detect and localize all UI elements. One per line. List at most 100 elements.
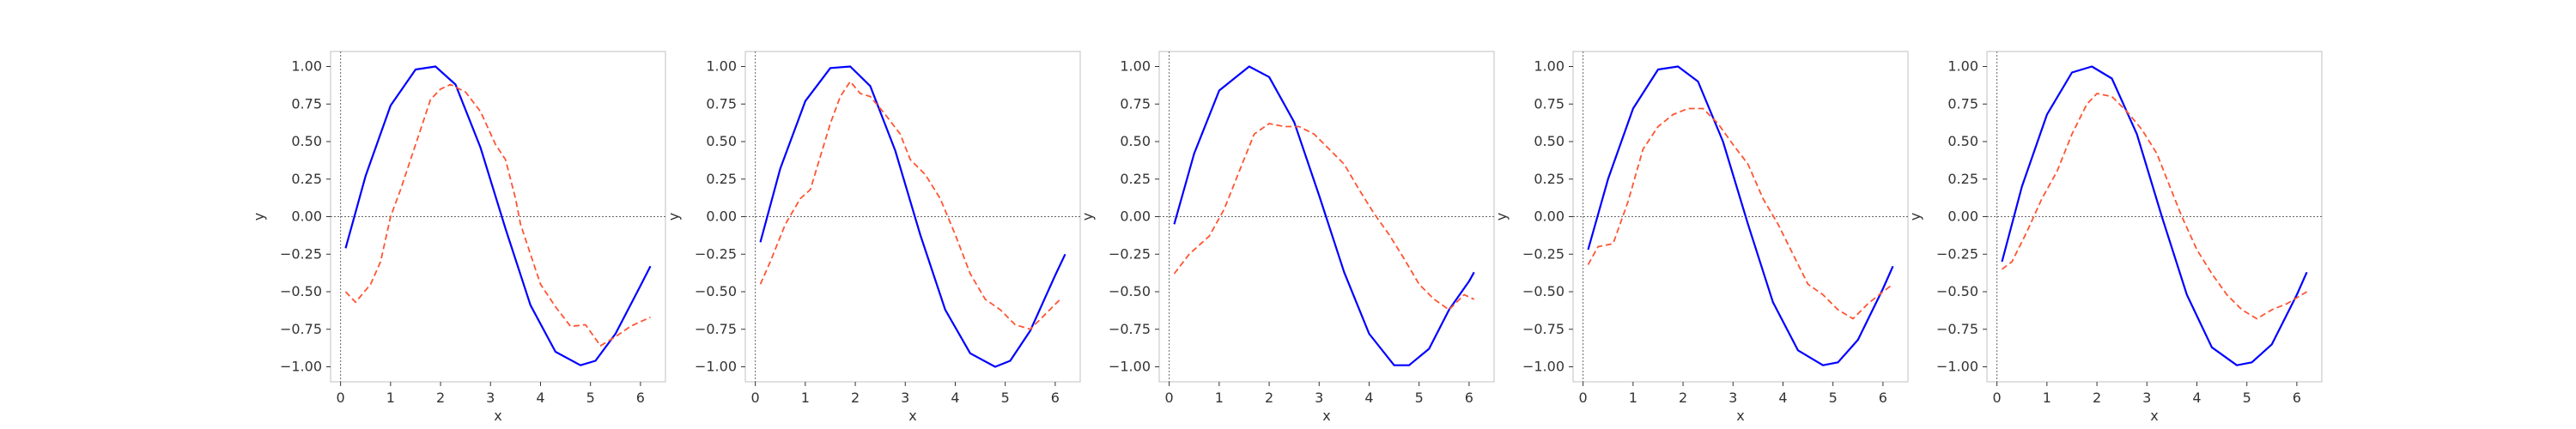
sine-curve-line xyxy=(1587,65,1894,366)
x-tick-label: 1 xyxy=(2043,390,2051,406)
y-tick-label: 0.75 xyxy=(1120,95,1151,112)
chart-panel: 0 1 2 3 4 5 6 −1.00 −0.75 −0.50 −0.25 0.00 0.25 0.50 0… xyxy=(1493,51,1909,424)
x-axis-label: x xyxy=(1736,408,1744,424)
x-axis-label: x xyxy=(2150,408,2158,424)
x-tick-label: 1 xyxy=(801,390,810,406)
y-tick-label: −0.50 xyxy=(1522,283,1564,299)
y-tick-label: 0.50 xyxy=(1947,133,1978,149)
y-tick-label: −0.25 xyxy=(1109,245,1151,262)
y-tick-label: 0.00 xyxy=(1120,208,1151,225)
y-axis-label: y xyxy=(665,213,682,221)
x-tick-label: 6 xyxy=(1879,390,1887,406)
x-tick-label: 0 xyxy=(1165,390,1174,406)
x-tick-label: 2 xyxy=(1679,390,1687,406)
x-tick-label: 1 xyxy=(386,390,395,406)
x-tick-label: 5 xyxy=(2243,390,2251,406)
y-tick-label: 0.50 xyxy=(1120,133,1151,149)
y-tick-label: 1.00 xyxy=(291,58,322,75)
x-axis-label: x xyxy=(908,408,916,424)
x-tick-label: 5 xyxy=(586,390,595,406)
x-tick-label: 4 xyxy=(2192,390,2201,406)
noisy-estimate-line xyxy=(1173,123,1475,311)
plot-area xyxy=(1986,51,2323,383)
y-tick-label: −0.50 xyxy=(280,283,322,299)
y-tick-label: 0.25 xyxy=(1947,171,1978,187)
y-tick-label: 0.25 xyxy=(706,171,737,187)
y-tick-label: −0.75 xyxy=(1936,321,1978,337)
x-tick-label: 5 xyxy=(1001,390,1010,406)
x-tick-label: 6 xyxy=(1051,390,1060,406)
x-tick-label: 3 xyxy=(1315,390,1323,406)
chart-panel: 0 1 2 3 4 5 6 −1.00 −0.75 −0.50 −0.25 0.00 0.25 0.50 0… xyxy=(1079,51,1495,424)
sine-curve-line xyxy=(344,65,652,366)
y-tick-label: −0.75 xyxy=(1109,321,1151,337)
x-tick-label: 4 xyxy=(1364,390,1373,406)
y-tick-label: 1.00 xyxy=(1120,58,1151,75)
y-tick-label: 0.50 xyxy=(1534,133,1564,149)
y-tick-label: 0.00 xyxy=(1947,208,1978,225)
noisy-estimate-line xyxy=(759,81,1061,330)
y-tick-label: 1.00 xyxy=(1947,58,1978,75)
y-tick-label: 0.00 xyxy=(1534,208,1564,225)
x-tick-label: 4 xyxy=(536,390,544,406)
x-tick-label: 1 xyxy=(1629,390,1637,406)
y-axis-label: y xyxy=(1079,213,1096,221)
noisy-estimate-line xyxy=(2001,93,2307,320)
y-tick-label: 0.00 xyxy=(706,208,737,225)
y-tick-label: 0.75 xyxy=(1534,95,1564,112)
y-tick-label: −0.25 xyxy=(1522,245,1564,262)
sine-curve-line xyxy=(759,65,1066,368)
y-tick-label: 0.50 xyxy=(706,133,737,149)
x-tick-label: 6 xyxy=(1465,390,1473,406)
noisy-estimate-line xyxy=(344,83,651,347)
x-tick-label: 2 xyxy=(1265,390,1273,406)
y-tick-label: 0.25 xyxy=(1120,171,1151,187)
y-tick-label: −1.00 xyxy=(1522,359,1564,375)
y-tick-label: 0.75 xyxy=(291,95,322,112)
x-tick-label: 2 xyxy=(436,390,445,406)
y-tick-label: 1.00 xyxy=(1534,58,1564,75)
x-tick-label: 0 xyxy=(751,390,760,406)
y-tick-label: −0.75 xyxy=(280,321,322,337)
x-tick-label: 6 xyxy=(636,390,645,406)
x-tick-label: 0 xyxy=(337,390,345,406)
x-axis-label: x xyxy=(494,408,501,424)
x-tick-label: 3 xyxy=(901,390,909,406)
x-tick-label: 0 xyxy=(1579,390,1588,406)
y-tick-label: −1.00 xyxy=(695,359,737,375)
x-tick-label: 4 xyxy=(951,390,959,406)
sine-curve-line xyxy=(2001,65,2308,366)
x-tick-label: 3 xyxy=(486,390,495,406)
y-axis-label: y xyxy=(1907,213,1923,221)
y-tick-label: −1.00 xyxy=(1936,359,1978,375)
plot-area xyxy=(1572,51,1909,383)
y-tick-label: 0.75 xyxy=(1947,95,1978,112)
y-tick-label: −0.25 xyxy=(695,245,737,262)
x-tick-label: 6 xyxy=(2293,390,2301,406)
y-tick-label: −1.00 xyxy=(280,359,322,375)
x-tick-label: 5 xyxy=(1415,390,1424,406)
x-axis-label: x xyxy=(1322,408,1330,424)
x-tick-label: 3 xyxy=(1728,390,1737,406)
y-tick-label: 1.00 xyxy=(706,58,737,75)
x-tick-label: 2 xyxy=(2093,390,2101,406)
y-tick-label: −0.25 xyxy=(280,245,322,262)
y-tick-label: 0.25 xyxy=(291,171,322,187)
y-tick-label: −0.75 xyxy=(1522,321,1564,337)
y-tick-label: 0.50 xyxy=(291,133,322,149)
chart-panel: 0 1 2 3 4 5 6 −1.00 −0.75 −0.50 −0.25 0.00 0.25 0.50 0… xyxy=(665,51,1081,424)
y-tick-label: −0.25 xyxy=(1936,245,1978,262)
chart-panel: 0 1 2 3 4 5 6 −1.00 −0.75 −0.50 −0.25 0.00 0.25 0.50 0… xyxy=(1907,51,2323,424)
x-tick-label: 4 xyxy=(1778,390,1787,406)
y-axis-label: y xyxy=(1493,213,1510,221)
y-tick-label: −0.75 xyxy=(695,321,737,337)
chart-panel: 0 1 2 3 4 5 6 −1.00 −0.75 −0.50 −0.25 0.00 0.25 0.50 0… xyxy=(251,51,666,424)
x-tick-label: 2 xyxy=(851,390,860,406)
x-tick-label: 3 xyxy=(2142,390,2151,406)
sine-curve-line xyxy=(1173,65,1475,366)
x-tick-label: 0 xyxy=(1993,390,2002,406)
x-tick-label: 1 xyxy=(1215,390,1224,406)
y-tick-label: −0.50 xyxy=(695,283,737,299)
y-tick-label: 0.00 xyxy=(291,208,322,225)
